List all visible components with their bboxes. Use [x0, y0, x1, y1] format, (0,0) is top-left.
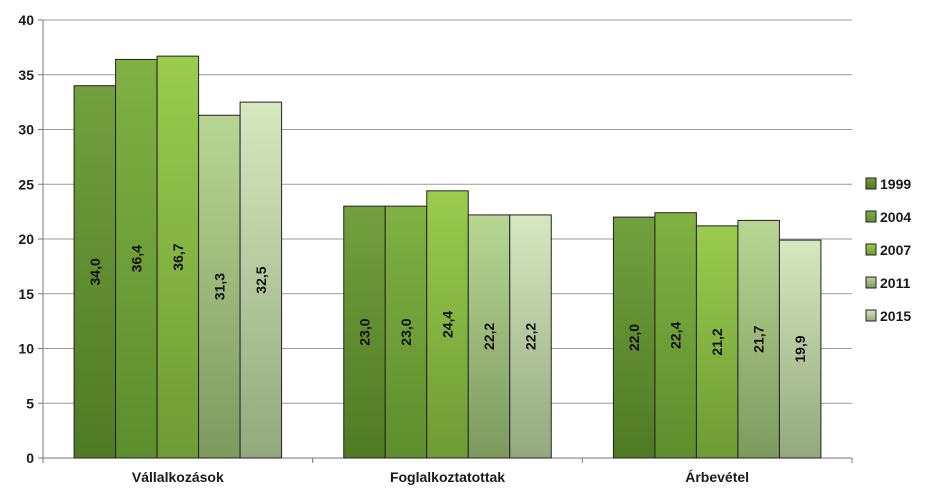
bar-2011-1	[467, 214, 511, 459]
data-label: 19,9	[792, 335, 808, 362]
x-tick-label: Árbevétel	[685, 469, 749, 485]
data-label: 22,2	[481, 323, 497, 350]
legend-label: 2015	[880, 308, 911, 324]
y-tick-label: 0	[26, 450, 34, 466]
data-label: 31,3	[211, 273, 227, 300]
bar-1999-0	[73, 85, 117, 459]
y-tick-label: 15	[18, 286, 34, 302]
x-tick-label: Vállalkozások	[132, 469, 224, 485]
bar-2004-2	[654, 212, 697, 459]
legend-swatch	[865, 243, 877, 256]
y-tick-label: 20	[18, 231, 34, 247]
bar-1999-2	[612, 216, 656, 459]
data-label: 36,4	[128, 245, 144, 272]
data-labels: 34,0 36,4 36,7 31,3 32,5 23,0 23,0 24,4 22,2 22,2…	[87, 243, 808, 362]
data-label: 21,7	[751, 325, 767, 352]
legend-label: 2011	[880, 275, 911, 291]
bar-2011-2	[737, 219, 780, 459]
data-label: 21,2	[709, 328, 725, 355]
legend-label: 1999	[880, 176, 911, 192]
x-tick-label: Foglalkoztatottak	[390, 469, 505, 485]
bar-2015-1	[509, 214, 552, 459]
legend-label: 2004	[880, 209, 911, 225]
bars	[73, 55, 822, 459]
bar-2004-1	[384, 205, 428, 459]
data-label: 22,0	[626, 324, 642, 351]
legend: 1999 2004 2007 2011 2015	[865, 176, 911, 324]
y-tick-label: 40	[18, 12, 34, 28]
data-label: 23,0	[357, 318, 373, 345]
bar-2007-0	[156, 55, 200, 459]
data-label: 24,4	[440, 311, 456, 338]
y-tick-label: 35	[18, 67, 34, 83]
legend-swatch	[865, 309, 877, 322]
bar-1999-1	[343, 205, 386, 459]
y-tick-label: 5	[26, 395, 34, 411]
data-label: 22,2	[523, 323, 539, 350]
y-tick-label: 30	[18, 122, 34, 138]
bar-2007-2	[695, 225, 739, 459]
bar-2011-0	[198, 114, 241, 459]
data-label: 36,7	[170, 243, 186, 270]
bar-2015-2	[778, 239, 822, 459]
bar-2004-0	[115, 58, 158, 459]
data-label: 34,0	[87, 258, 103, 285]
data-label: 23,0	[398, 318, 414, 345]
y-tick-label: 25	[18, 176, 34, 192]
legend-label: 2007	[880, 242, 911, 258]
data-label: 32,5	[253, 266, 269, 293]
legend-swatch	[865, 276, 877, 289]
legend-swatch	[865, 177, 877, 190]
bar-2015-0	[239, 101, 283, 459]
y-tick-label: 10	[18, 341, 34, 357]
legend-swatch	[865, 210, 877, 223]
bar-2007-1	[426, 190, 469, 459]
data-label: 22,4	[668, 322, 684, 349]
